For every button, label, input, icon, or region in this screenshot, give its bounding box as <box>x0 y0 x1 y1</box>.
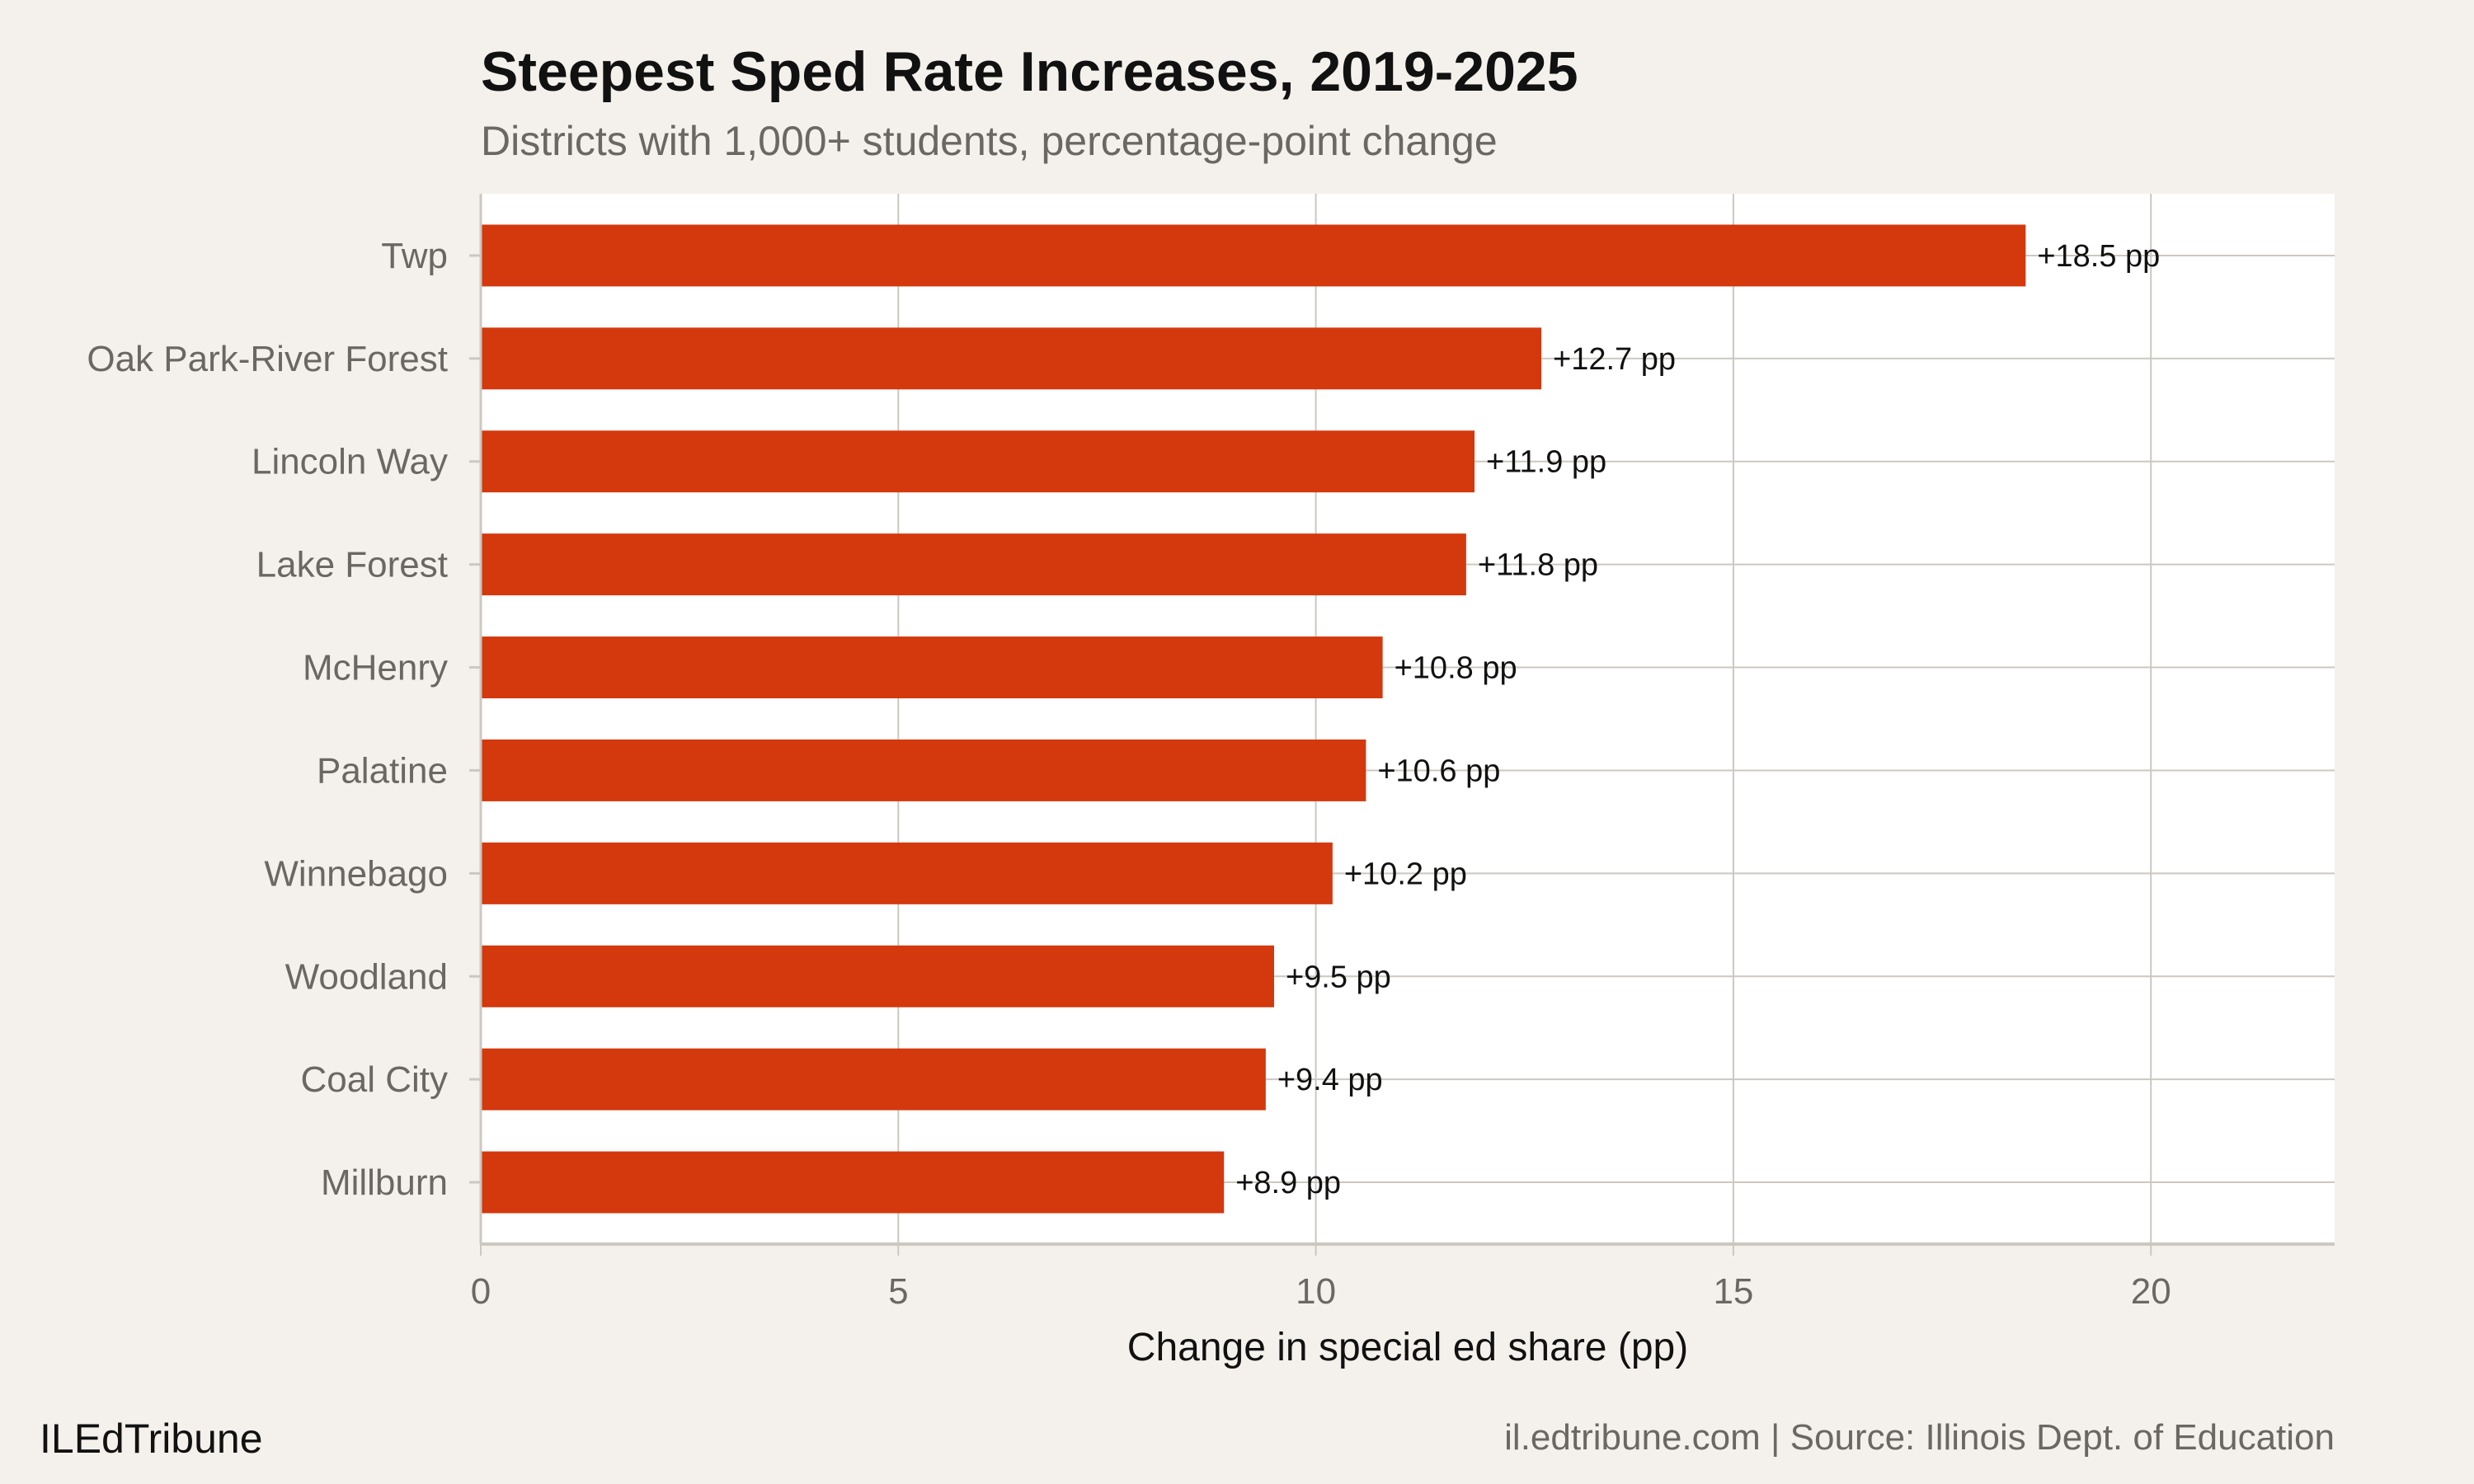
x-tick-label: 0 <box>471 1271 491 1312</box>
data-label: +9.4 pp <box>1277 1063 1383 1097</box>
category-label: Twp <box>381 236 448 276</box>
x-axis-title: Change in special ed share (pp) <box>1127 1326 1688 1369</box>
bar <box>481 842 1333 904</box>
axes: 0 5 10 15 20 Twp Oak Park-River Forest Lincoln … <box>87 194 2335 1312</box>
brand-logo: ILEdTribune <box>40 1416 263 1462</box>
category-label: Coal City <box>301 1059 449 1100</box>
data-label: +10.2 pp <box>1344 857 1467 891</box>
x-tick-label: 20 <box>2131 1271 2171 1312</box>
bar <box>481 636 1383 699</box>
chart-title: Steepest Sped Rate Increases, 2019-2025 <box>481 40 1578 103</box>
source-note: il.edtribune.com | Source: Illinois Dept… <box>1504 1417 2335 1458</box>
data-label: +12.7 pp <box>1553 342 1676 377</box>
bar <box>481 945 1274 1007</box>
bar <box>481 327 1542 390</box>
bar <box>481 533 1466 596</box>
category-label: McHenry <box>303 648 448 688</box>
category-label: Oak Park-River Forest <box>87 339 448 379</box>
category-label: Woodland <box>285 956 448 997</box>
data-label: +8.9 pp <box>1235 1166 1341 1200</box>
data-label: +18.5 pp <box>2037 239 2160 274</box>
data-label: +11.8 pp <box>1478 548 1598 583</box>
chart-subtitle: Districts with 1,000+ students, percenta… <box>481 118 1498 164</box>
category-label: Lincoln Way <box>252 442 448 482</box>
x-tick-label: 10 <box>1296 1271 1336 1312</box>
data-label: +11.9 pp <box>1486 445 1606 480</box>
bar <box>481 430 1475 493</box>
category-label: Millburn <box>321 1162 448 1203</box>
bar <box>481 224 2026 287</box>
data-label: +9.5 pp <box>1286 960 1391 994</box>
category-label: Palatine <box>317 750 448 791</box>
x-tick-label: 15 <box>1713 1271 1753 1312</box>
x-tick-label: 5 <box>888 1271 908 1312</box>
data-label: +10.6 pp <box>1377 754 1500 788</box>
category-label: Lake Forest <box>256 545 448 585</box>
bars: +18.5 pp +12.7 pp +11.9 pp +11.8 pp +10.8 pp… <box>481 224 2160 1214</box>
bar <box>481 739 1366 801</box>
data-label: +10.8 pp <box>1395 651 1517 686</box>
category-label: Winnebago <box>264 853 448 894</box>
bar <box>481 1151 1225 1214</box>
bar <box>481 1048 1266 1111</box>
